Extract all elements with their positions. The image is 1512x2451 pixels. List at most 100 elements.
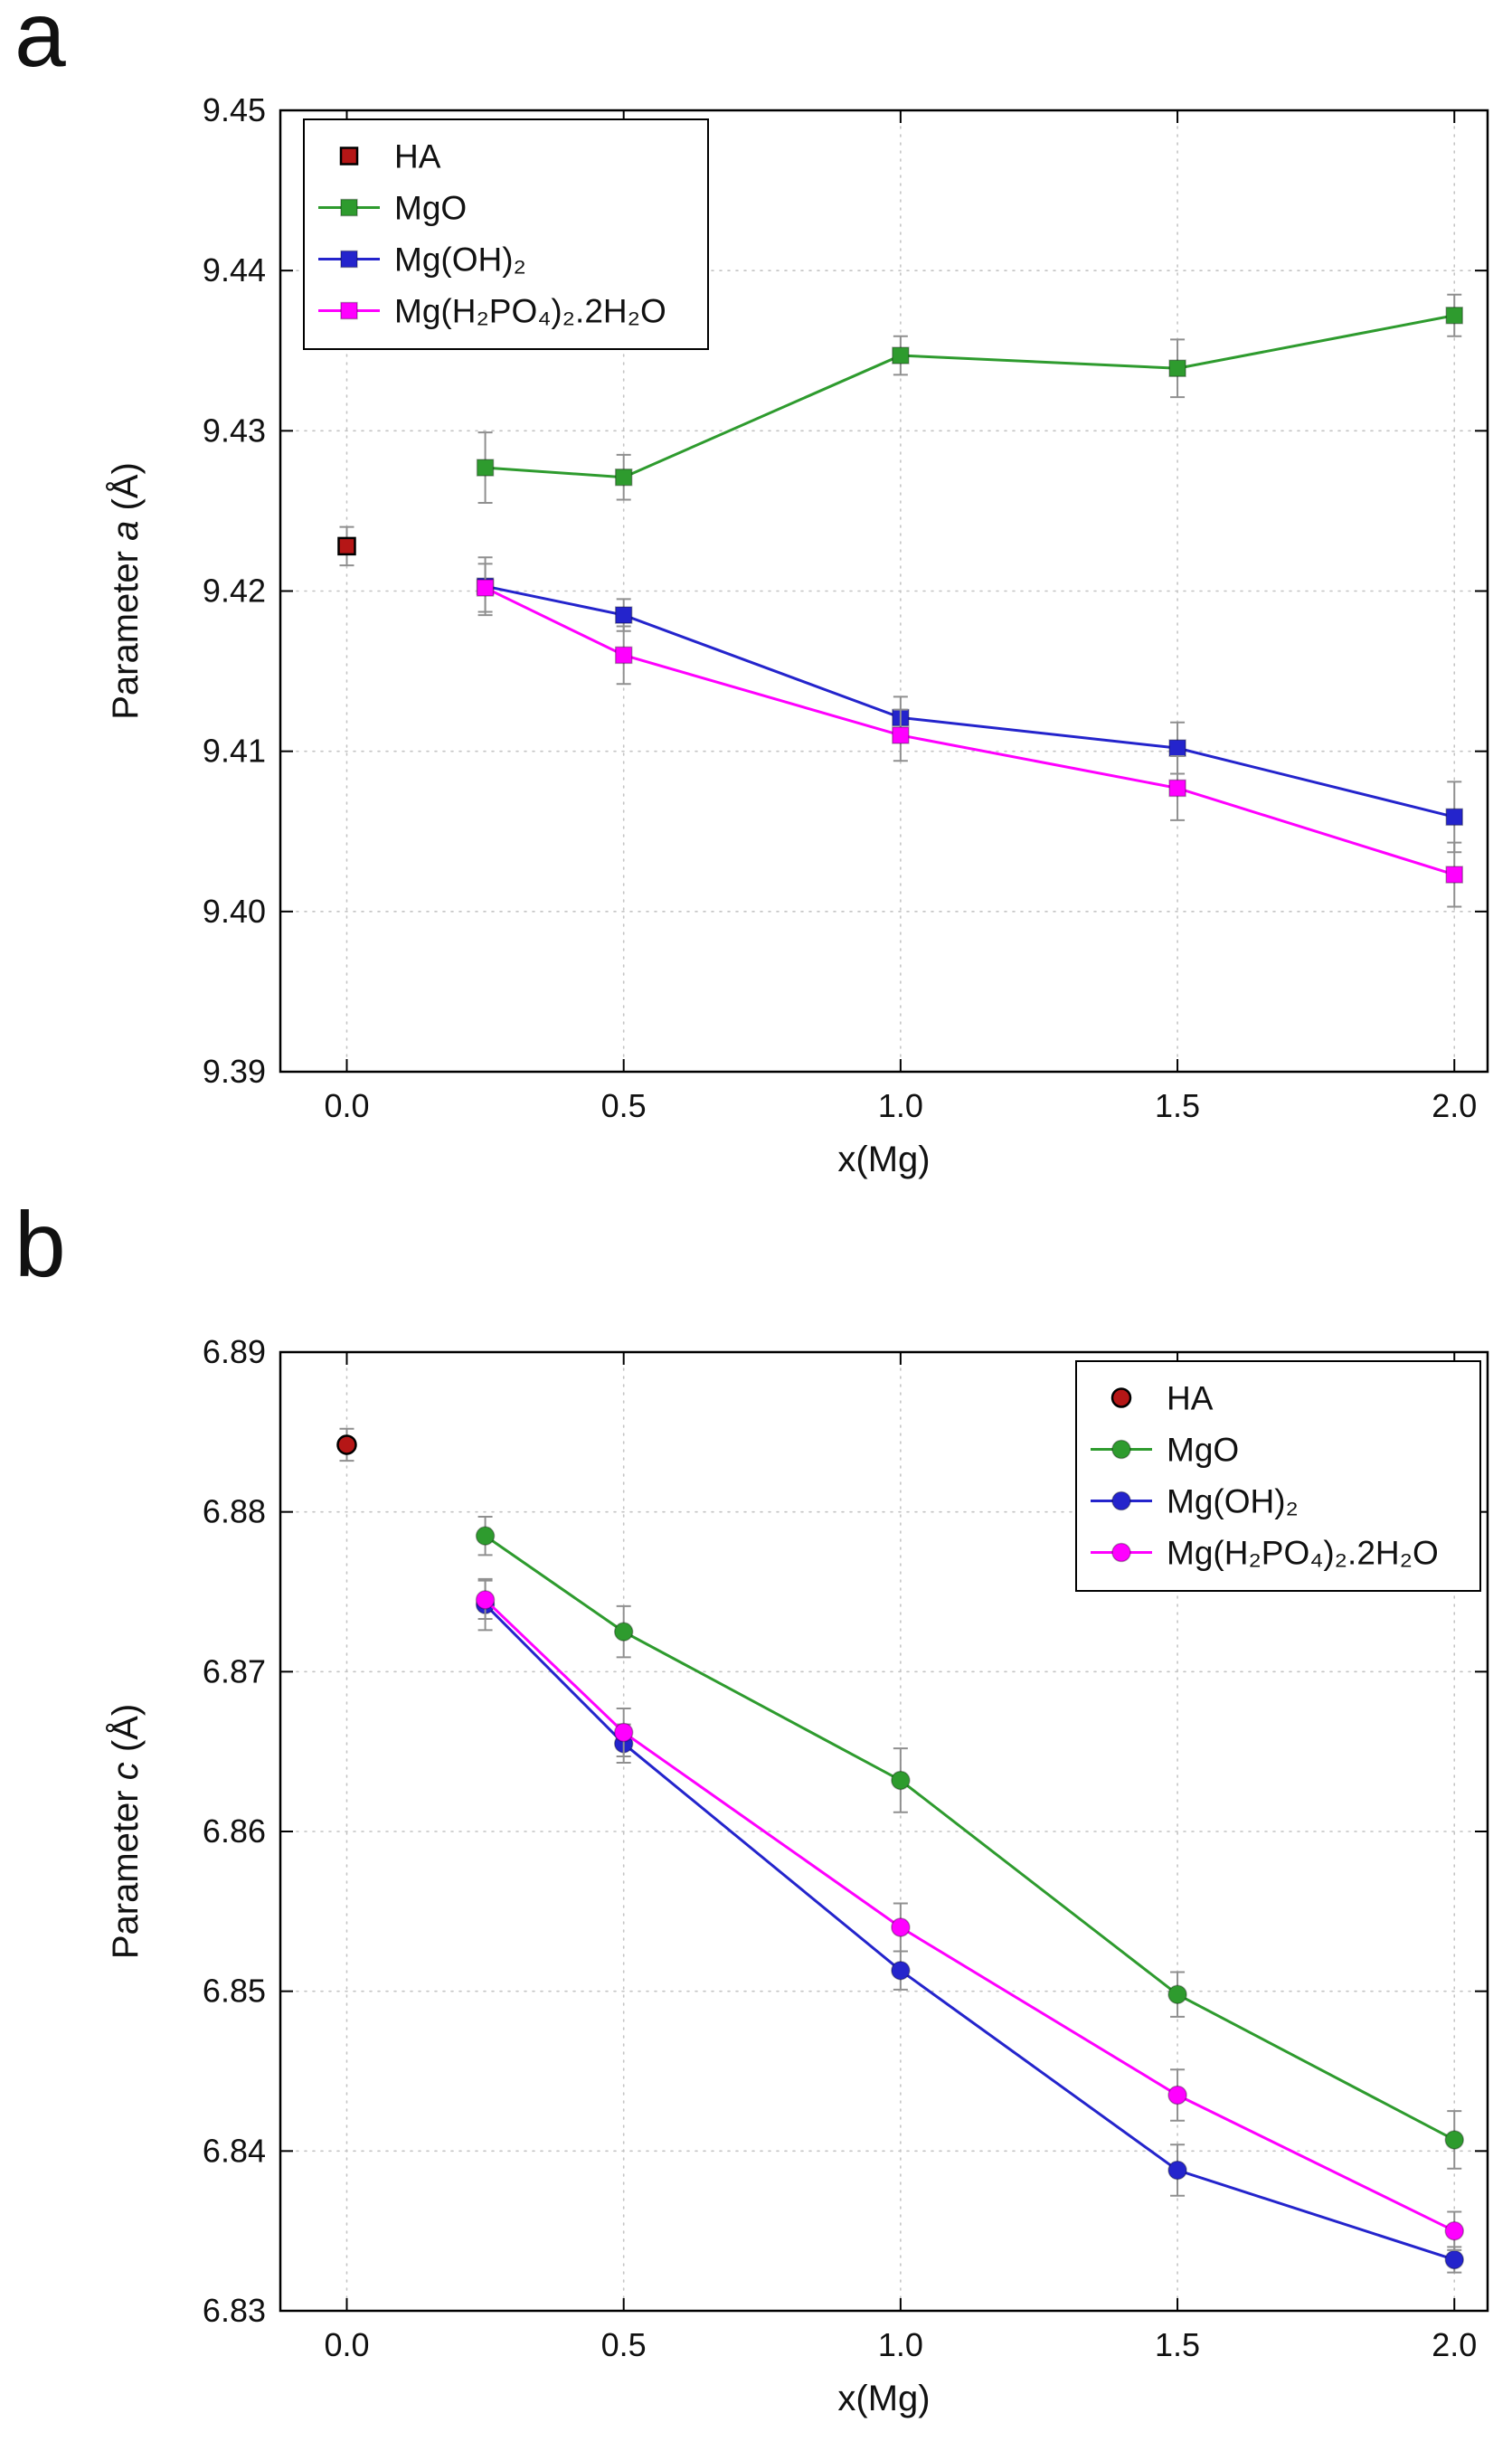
marker-circle [475,1526,496,1546]
chart-parameter-c: 6.83 6.84 6.85 6.86 6.87 6.88 6.89 0.0 0.5 1.0 1.5… [0,1203,1512,2451]
y-tick-label: 6.84 [203,2132,266,2169]
x-axis-title: x(Mg) [837,1140,930,1179]
series-ha [337,525,356,567]
y-tick-label: 6.87 [203,1652,266,1689]
marker-circle [1167,1984,1187,2004]
marker-square [476,459,495,477]
x-tick-label: 2.0 [1432,2326,1477,2363]
legend-label: Mg(OH)₂ [394,241,526,279]
chart-parameter-a: 9.39 9.40 9.41 9.42 9.43 9.44 9.45 0.0 0.5 1.0 1.5… [0,0,1512,1203]
marker-circle [891,1770,911,1791]
series-mg-h-po-2h-o [475,1579,1465,2251]
marker-square [476,579,495,597]
x-tick-label: 1.5 [1155,2326,1200,2363]
marker-square [340,198,358,217]
axis-ticks [280,109,1488,1073]
marker-circle [1167,2085,1187,2106]
x-tick-label: 1.5 [1155,1087,1200,1124]
series-mg-oh- [476,556,1464,854]
marker-circle [1111,1542,1131,1563]
error-bars [477,556,1462,854]
x-axis-title: x(Mg) [837,2379,930,2418]
y-tick-label: 6.88 [203,1493,266,1530]
legend: HA MgO Mg(OH)₂ Mg(H₂PO₄)₂.2H₂O [303,118,709,350]
y-tick-label: 9.45 [203,91,266,128]
legend-item: Mg(H₂PO₄)₂.2H₂O [318,293,666,330]
marker-square [614,646,633,665]
x-tick-label: 0.5 [601,1087,647,1124]
legend-label: MgO [1167,1432,1239,1469]
marker-square [340,250,358,269]
y-tick-label: 9.41 [203,733,266,770]
x-tick-label: 0.0 [324,2326,369,2363]
marker-square [1168,779,1186,798]
error-bars [477,1577,1462,2274]
marker-circle [891,1917,911,1937]
tick-labels: 6.83 6.84 6.85 6.86 6.87 6.88 6.89 0.0 0.5 1.0 1.5… [203,1333,1477,2363]
marker-circle [1444,2130,1465,2150]
series-line [484,1604,1455,2261]
marker-square [339,147,359,166]
marker-circle [1111,1490,1131,1511]
marker-square [1168,359,1186,377]
marker-square [1445,808,1464,827]
y-tick-label: 6.86 [203,1812,266,1850]
legend-item: Mg(OH)₂ [1091,1483,1299,1520]
y-tick-label: 9.39 [203,1053,266,1090]
series-mg-h-po-2h-o [476,563,1464,908]
error-bars [477,1515,1462,2170]
legend-item: MgO [1091,1432,1239,1469]
y-axis-title: Parameter a (Å) [105,462,146,720]
legend: HA MgO Mg(OH)₂ Mg(H₂PO₄)₂.2H₂O [1075,1360,1481,1592]
marker-circle [475,1590,496,1610]
y-tick-label: 9.44 [203,251,266,289]
series-ha [336,1427,357,1462]
error-bars [477,1579,1462,2251]
chart-canvas: 9.39 9.40 9.41 9.42 9.43 9.44 9.45 0.0 0.5 1.0 1.5… [105,91,1489,1179]
marker-circle [613,1722,634,1743]
marker-circle [1167,2160,1187,2181]
y-tick-label: 9.40 [203,893,266,930]
series-mg-oh- [475,1577,1465,2274]
marker-square [1168,739,1186,757]
legend-item: Mg(H₂PO₄)₂.2H₂O [1091,1535,1439,1572]
marker-circle [1111,1439,1131,1460]
legend-label: Mg(H₂PO₄)₂.2H₂O [394,293,666,330]
marker-square [614,606,633,624]
x-tick-label: 0.0 [324,1087,369,1124]
panel-label-a: a [14,0,66,86]
marker-circle [1444,2220,1465,2241]
marker-square [892,346,910,364]
y-tick-label: 9.42 [203,573,266,610]
legend-item: HA [1110,1380,1214,1417]
legend-label: MgO [394,190,467,227]
series-mgo [476,293,1464,505]
x-tick-label: 2.0 [1432,1087,1477,1124]
panel-a: a 9.39 9.40 9.41 9.42 9.43 9.44 9.45 0.0 0.5 1.0 1… [0,0,1512,1203]
legend-item: HA [339,138,441,175]
y-tick-label: 9.43 [203,412,266,449]
marker-square [1445,866,1464,884]
marker-circle [336,1434,357,1455]
legend-item: MgO [318,190,467,227]
marker-square [337,536,356,556]
y-tick-label: 6.83 [203,2292,266,2329]
marker-circle [1110,1387,1132,1408]
series-line [484,1598,1455,2233]
y-tick-label: 6.85 [203,1973,266,2010]
marker-circle [891,1960,911,1981]
x-tick-label: 1.0 [878,2326,923,2363]
panel-b: b 6.83 6.84 6.85 6.86 6.87 6.88 6.89 0.0 0.5 1.0 1… [0,1194,1512,2451]
marker-circle [1444,2249,1465,2270]
legend-label: Mg(OH)₂ [1167,1483,1299,1520]
y-tick-label: 6.89 [203,1333,266,1370]
legend-label: Mg(H₂PO₄)₂.2H₂O [1167,1535,1439,1572]
chart-canvas: 6.83 6.84 6.85 6.86 6.87 6.88 6.89 0.0 0.5 1.0 1.5… [105,1333,1489,2418]
marker-square [1445,307,1464,325]
marker-square [614,468,633,487]
x-tick-label: 1.0 [878,1087,923,1124]
x-tick-label: 0.5 [601,2326,647,2363]
y-axis-title: Parameter c (Å) [105,1704,146,1959]
marker-square [892,726,910,744]
